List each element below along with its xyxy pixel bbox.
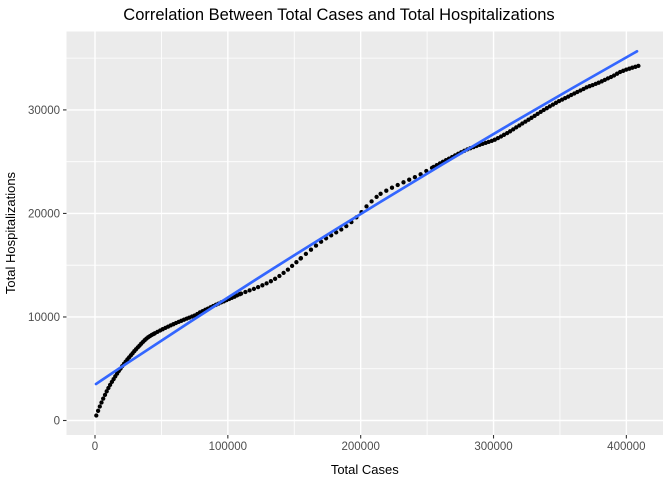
data-point [238, 291, 244, 296]
data-point [251, 286, 257, 292]
x-axis-title: Total Cases [331, 462, 399, 477]
data-point [294, 260, 299, 265]
data-point [95, 408, 101, 413]
data-point [313, 243, 319, 248]
data-point [281, 270, 286, 276]
data-point [298, 256, 304, 261]
x-tick-label: 100000 [209, 441, 247, 453]
data-point [277, 273, 282, 279]
data-point [255, 284, 261, 290]
data-point [247, 288, 252, 293]
data-point [94, 413, 99, 418]
x-tick-label: 200000 [341, 441, 379, 453]
axes-layer: 0 100000 200000 300000 400000 0 10000 20000 3000… [28, 105, 646, 453]
data-point [308, 247, 314, 252]
x-tick-label: 0 [92, 441, 98, 453]
data-point [636, 63, 641, 69]
gridlines-layer [66, 31, 663, 435]
data-point [514, 125, 519, 130]
data-point [303, 251, 309, 257]
data-point [364, 204, 369, 209]
data-point [407, 177, 412, 182]
y-tick-label: 20000 [28, 208, 60, 220]
data-point [550, 102, 556, 107]
data-point [389, 185, 395, 190]
y-axis-title: Total Hospitalizations [3, 171, 18, 294]
data-point [104, 389, 109, 394]
data-point [272, 276, 278, 281]
data-point [99, 400, 104, 405]
data-point [529, 115, 534, 120]
data-point [395, 182, 400, 188]
x-tick-label: 400000 [607, 441, 645, 453]
data-point [412, 174, 418, 180]
y-tick-label: 30000 [28, 105, 60, 117]
data-point [611, 73, 617, 78]
smooth-line-layer [94, 49, 639, 386]
regression-line [94, 49, 639, 386]
data-point [369, 199, 374, 204]
x-tick-label: 300000 [474, 441, 512, 453]
data-point [401, 180, 406, 185]
data-point [520, 121, 525, 126]
data-point [378, 191, 383, 196]
plot-title: Correlation Between Total Cases and Tota… [123, 6, 554, 24]
data-point [541, 107, 546, 113]
data-point [535, 111, 540, 117]
data-point [285, 267, 291, 272]
data-point [547, 104, 552, 109]
y-tick-label: 0 [54, 416, 60, 428]
data-point [264, 281, 269, 286]
data-point [268, 279, 274, 284]
data-point [97, 404, 102, 409]
data-point [523, 119, 528, 124]
data-point [243, 289, 248, 295]
data-point [384, 188, 389, 193]
data-point [260, 283, 265, 288]
y-tick-label: 10000 [28, 312, 60, 324]
data-point [102, 392, 108, 398]
data-point [507, 129, 513, 134]
data-point [101, 396, 106, 401]
data-point [374, 194, 379, 200]
data-point [339, 227, 344, 232]
data-point [289, 263, 295, 269]
